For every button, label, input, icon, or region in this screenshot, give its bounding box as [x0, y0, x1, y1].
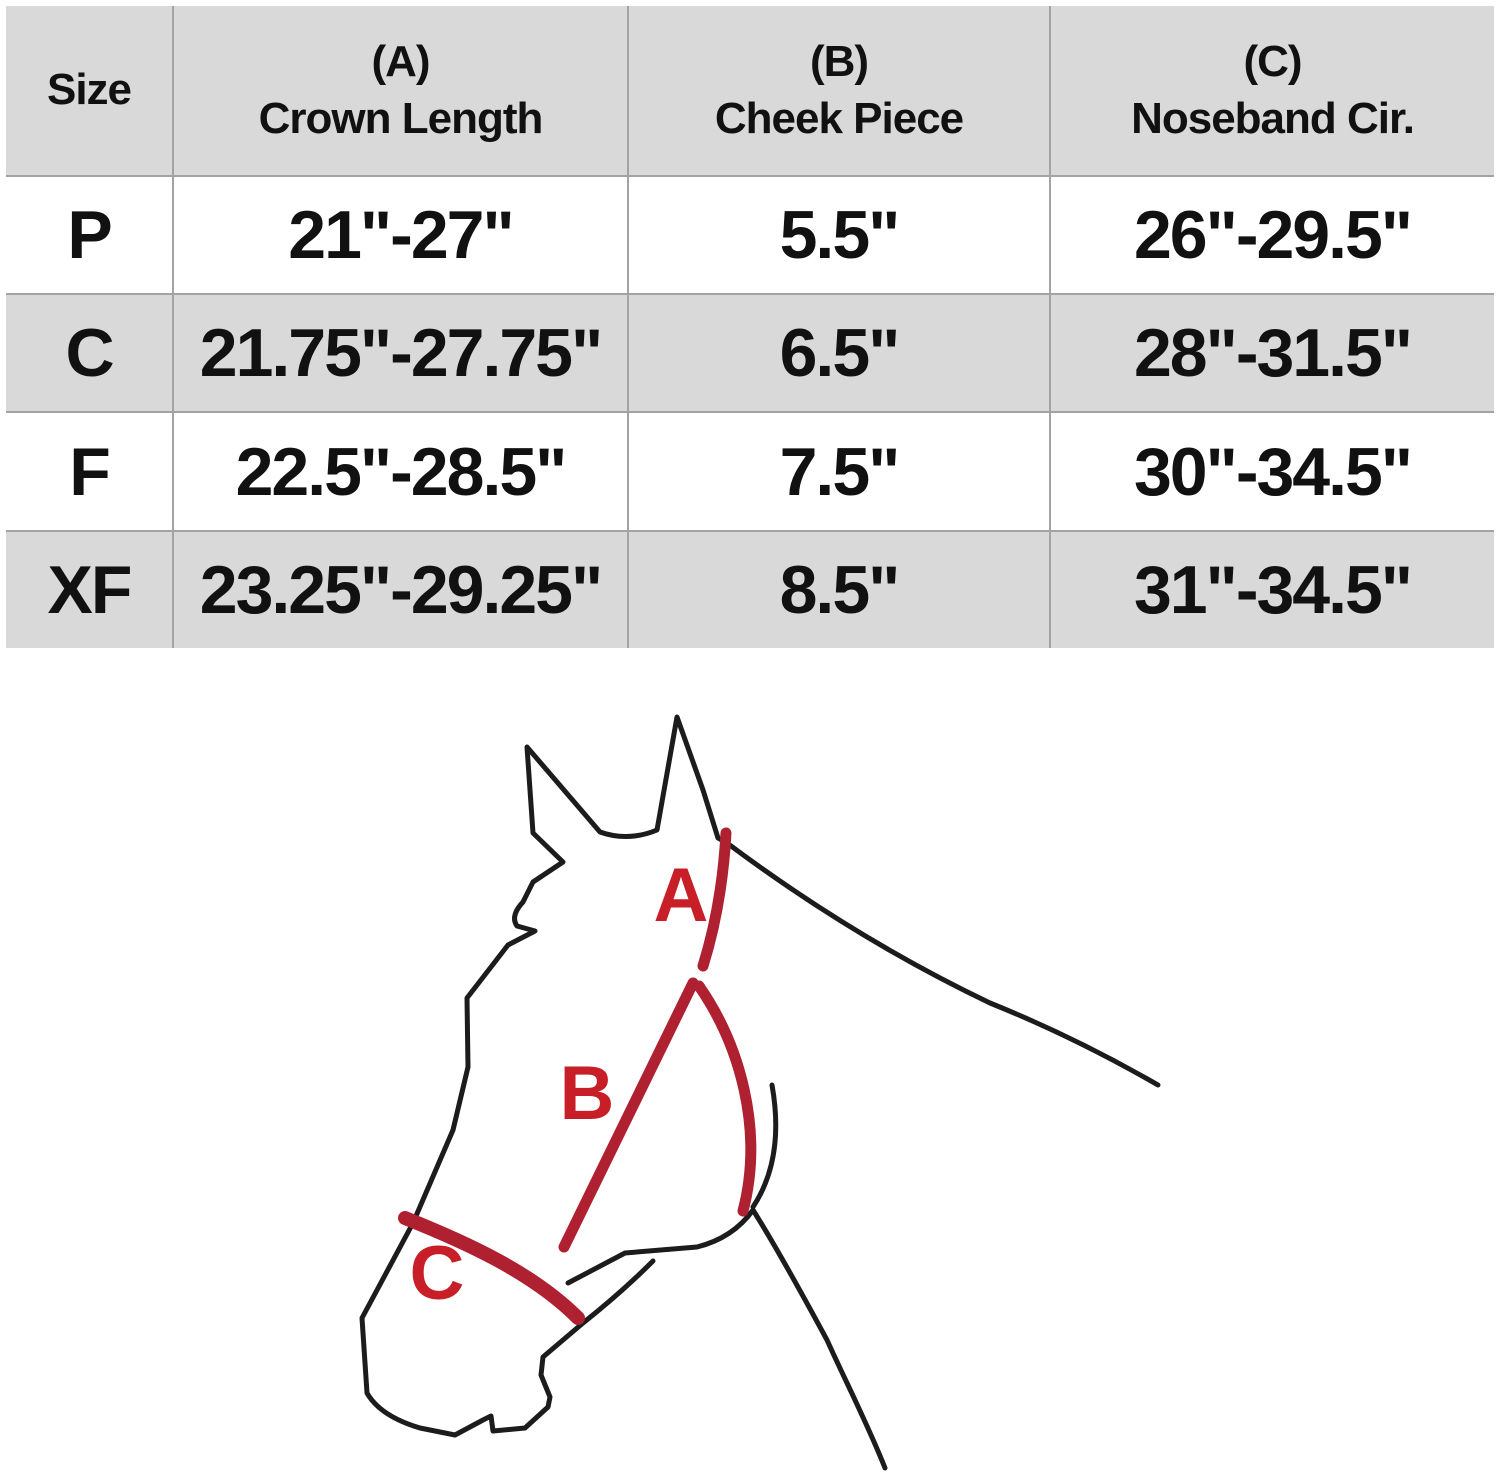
header-line: (A): [371, 37, 430, 87]
cell-noseband-xf: 31"-34.5": [1051, 532, 1494, 648]
cell-noseband-f: 30"-34.5": [1051, 413, 1494, 530]
header-line: Size: [46, 65, 132, 115]
column-header-crown-length: (A) Crown Length: [174, 6, 627, 175]
cell-size-p: P: [6, 177, 172, 293]
column-header-noseband-cir: (C) Noseband Cir.: [1051, 6, 1494, 175]
label-b: B: [560, 1051, 615, 1136]
cell-cheek-xf: 8.5": [629, 532, 1049, 648]
cell-cheek-c: 6.5": [629, 295, 1049, 411]
header-line: (B): [809, 37, 869, 87]
cell-crown-p: 21"-27": [174, 177, 627, 293]
cell-crown-f: 22.5"-28.5": [174, 413, 627, 530]
halter-size-table: Size (A) Crown Length (B) Cheek Piece (C…: [6, 6, 1494, 648]
column-header-cheek-piece: (B) Cheek Piece: [629, 6, 1049, 175]
horse-cheek-line: [750, 1082, 779, 1210]
label-c: C: [410, 1231, 465, 1316]
horse-head-diagram: A B C: [359, 714, 1161, 1471]
horse-mouth-jaw-throat-line: [565, 1207, 888, 1471]
cell-cheek-f: 7.5": [629, 413, 1049, 530]
cell-noseband-p: 26"-29.5": [1051, 177, 1494, 293]
header-line: Crown Length: [258, 93, 544, 143]
cell-noseband-c: 28"-31.5": [1051, 295, 1494, 411]
crown-strap-a: [697, 827, 732, 972]
column-header-size: Size: [6, 6, 172, 175]
horse-head-outline: [359, 714, 1161, 1438]
noseband-strap-c: [398, 1211, 585, 1325]
cheek-strap-b: [558, 977, 699, 1253]
header-line: Cheek Piece: [714, 93, 964, 143]
label-a: A: [654, 853, 709, 938]
noseband-jaw-strap: [693, 980, 757, 1217]
header-line: Noseband Cir.: [1131, 93, 1415, 143]
cell-crown-xf: 23.25"-29.25": [174, 532, 627, 648]
cell-size-f: F: [6, 413, 172, 530]
cell-cheek-p: 5.5": [629, 177, 1049, 293]
cell-size-xf: XF: [6, 532, 172, 648]
cell-crown-c: 21.75"-27.75": [174, 295, 627, 411]
cell-size-c: C: [6, 295, 172, 411]
header-line: (C): [1243, 37, 1302, 87]
